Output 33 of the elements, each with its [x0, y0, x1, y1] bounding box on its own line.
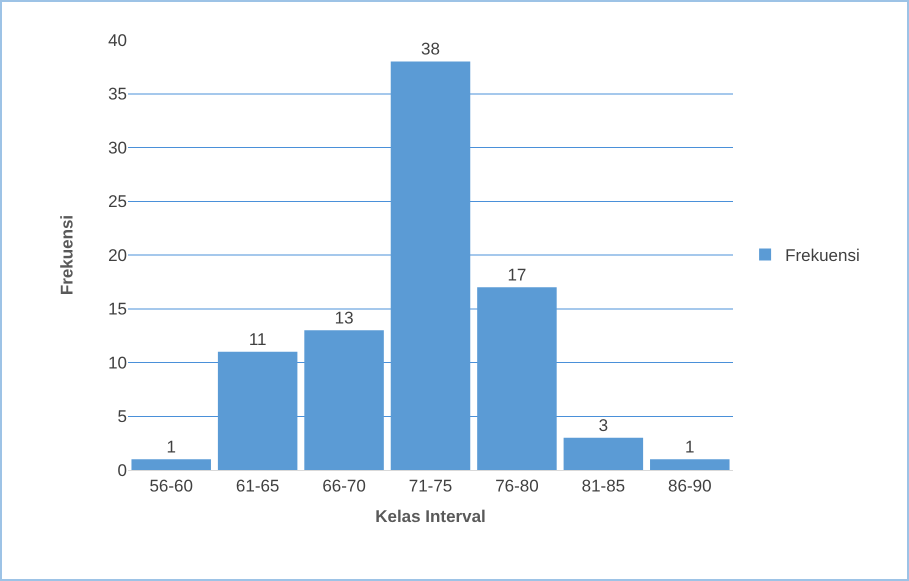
- bar: [304, 330, 384, 470]
- bar: [564, 438, 644, 470]
- bar: [650, 459, 730, 470]
- x-tick-label: 66-70: [322, 476, 366, 496]
- y-tick-label: 20: [108, 246, 127, 265]
- y-tick-label: 25: [108, 192, 127, 212]
- data-label: 38: [421, 40, 440, 58]
- y-axis-title: Frekuensi: [58, 214, 77, 296]
- y-tick-label: 30: [108, 138, 127, 158]
- y-tick-label: 5: [118, 407, 127, 426]
- data-label: 13: [334, 308, 354, 328]
- data-label: 11: [248, 330, 266, 349]
- y-tick-label: 0: [118, 460, 127, 480]
- legend-label: Frekuensi: [785, 246, 860, 266]
- x-tick-label: 56-60: [149, 476, 193, 496]
- bar: [390, 62, 470, 470]
- y-tick-label: 15: [108, 300, 127, 319]
- data-label: 17: [507, 265, 526, 284]
- data-label: 1: [166, 437, 176, 456]
- x-tick-label: 76-80: [495, 476, 539, 496]
- y-tick-label: 40: [108, 30, 127, 50]
- y-tick-label: 10: [108, 353, 127, 372]
- data-label: 3: [598, 416, 608, 435]
- x-tick-label: 71-75: [408, 476, 452, 496]
- y-tick-label: 35: [108, 84, 127, 104]
- x-tick-label: 61-65: [236, 476, 280, 496]
- bar: [218, 352, 298, 470]
- data-label: 1: [685, 437, 695, 456]
- x-tick-label: 86-90: [668, 476, 712, 496]
- x-axis-title: Kelas Interval: [375, 506, 486, 526]
- bar: [477, 287, 557, 470]
- bar: [131, 459, 211, 470]
- x-tick-label: 81-85: [582, 476, 626, 496]
